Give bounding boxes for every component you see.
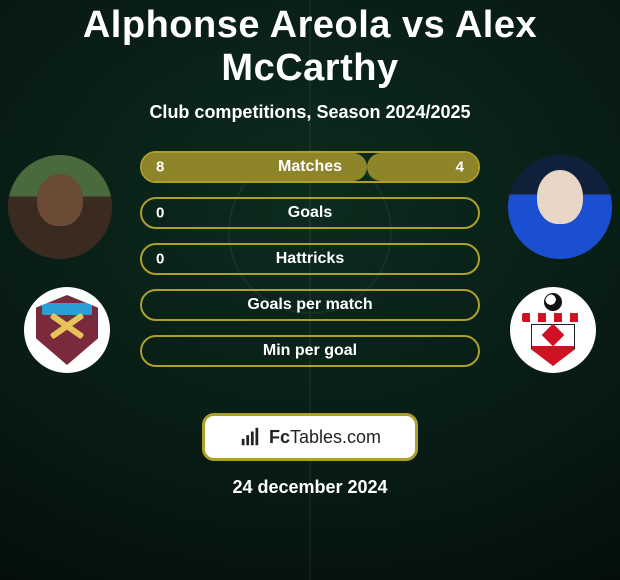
snapshot-date: 24 december 2024 <box>0 477 620 498</box>
player-right-illustration <box>508 155 612 259</box>
subtitle: Club competitions, Season 2024/2025 <box>0 102 620 123</box>
site-name: FcTables.com <box>269 427 381 448</box>
southampton-shield-icon <box>531 324 575 366</box>
club-left-crest <box>24 287 110 373</box>
football-icon <box>544 293 562 311</box>
site-badge[interactable]: FcTables.com <box>202 413 418 461</box>
stat-label: Goals <box>288 204 332 222</box>
club-right-crest <box>510 287 596 373</box>
stat-value-right: 4 <box>456 159 464 176</box>
scarf-icon <box>522 313 584 322</box>
southampton-crest-icon <box>521 293 585 367</box>
stat-label: Min per goal <box>263 342 357 360</box>
player-left-illustration <box>8 155 112 259</box>
stat-row: Goals per match <box>140 289 480 321</box>
stat-rows: 8 Matches 4 0 Goals 0 Hattricks Goals per match… <box>140 151 480 367</box>
player-left-avatar <box>8 155 112 259</box>
stat-row: 0 Hattricks <box>140 243 480 275</box>
comparison-stage: 8 Matches 4 0 Goals 0 Hattricks Goals per match… <box>0 145 620 405</box>
stat-label: Goals per match <box>247 296 372 314</box>
hammers-icon <box>44 312 90 340</box>
stat-label: Hattricks <box>276 250 344 268</box>
bar-chart-icon <box>239 426 261 448</box>
page-title: Alphonse Areola vs Alex McCarthy <box>0 0 620 90</box>
container: Alphonse Areola vs Alex McCarthy Club co… <box>0 0 620 580</box>
site-name-prefix: Fc <box>269 427 290 447</box>
stat-row: 0 Goals <box>140 197 480 229</box>
stat-value-left: 0 <box>156 251 164 268</box>
stat-value-left: 0 <box>156 205 164 222</box>
site-name-suffix: Tables.com <box>290 427 381 447</box>
stat-label: Matches <box>278 158 342 176</box>
stat-row: Min per goal <box>140 335 480 367</box>
west-ham-shield-icon <box>36 295 98 365</box>
stat-value-left: 8 <box>156 159 164 176</box>
stat-row: 8 Matches 4 <box>140 151 480 183</box>
player-right-avatar <box>508 155 612 259</box>
